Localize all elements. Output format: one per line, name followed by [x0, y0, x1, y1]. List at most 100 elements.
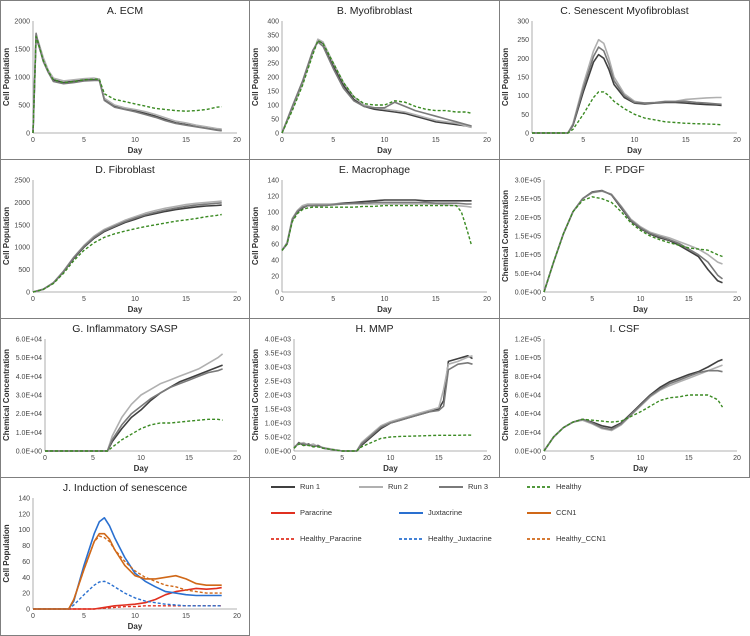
x-tick-label: 10: [387, 455, 395, 462]
legend-label: Healthy: [556, 482, 582, 491]
x-tick-label: 20: [233, 296, 241, 303]
chart-title: I. CSF: [610, 323, 640, 335]
y-tick-label: 350: [267, 33, 279, 40]
y-tick-label: 300: [517, 19, 529, 26]
y-tick-label: 1.0E+05: [515, 355, 541, 362]
x-tick-label: 0: [292, 455, 296, 462]
chart-panel-i: I. CSF 0 5 10 15 20 0.0E+00 2.0E+04 4.0E+04 6.0E+…: [499, 318, 750, 478]
x-tick-label: 5: [331, 137, 335, 144]
x-tick-label: 10: [637, 455, 645, 462]
legend-item-healthy: Healthy: [526, 482, 581, 491]
x-axis-label: Day: [128, 622, 143, 631]
x-tick-label: 20: [733, 137, 741, 144]
y-tick-label: 150: [267, 89, 279, 96]
series-line-run-2: [532, 38, 722, 134]
chart-panel-f: F. PDGF 0 5 10 15 20 0.0E+00 5.0E+04 1.0E+05 1.5E…: [499, 159, 750, 319]
chart-panel-a: A. ECM 0 5 10 15 20 0 500 1000 1500 2000 Day Cell Po…: [0, 0, 250, 160]
x-tick-label: 10: [637, 296, 645, 303]
legend-item-run-1: Run 1: [270, 482, 320, 491]
chart-title: E. Macrophage: [339, 164, 410, 176]
y-tick-label: 4.0E+03: [265, 337, 291, 344]
series-line-run-2: [45, 353, 224, 452]
y-tick-label: 250: [517, 37, 529, 44]
chart-svg-h: H. MMP 0 5 10 15 20 0.0E+00 5.0E+02 1.0E+03 1.5E+…: [251, 323, 491, 473]
y-tick-label: 300: [267, 47, 279, 54]
y-tick-label: 3.0E+04: [16, 393, 42, 400]
series-line-run-3: [45, 368, 223, 452]
y-tick-label: 0: [525, 131, 529, 138]
x-tick-label: 5: [91, 455, 95, 462]
y-tick-label: 2.5E+03: [265, 379, 291, 386]
y-tick-label: 60: [271, 242, 279, 249]
x-tick-label: 15: [182, 137, 190, 144]
series-line-healthy-juxtacrine: [33, 580, 222, 610]
chart-svg-j: J. Induction of senescence 0 5 10 15 20 0 20 40 6…: [2, 482, 241, 631]
chart-title: B. Myofibroblast: [337, 5, 412, 17]
legend-item-healthy-juxtacrine: Healthy_Juxtacrine: [398, 534, 492, 543]
x-tick-label: 20: [483, 296, 491, 303]
x-tick-label: 0: [542, 455, 546, 462]
x-tick-label: 15: [182, 296, 190, 303]
y-axis-label: Cell Population: [501, 48, 510, 106]
y-tick-label: 3.0E+05: [515, 178, 541, 185]
chart-panel-h: H. MMP 0 5 10 15 20 0.0E+00 5.0E+02 1.0E+03 1.5E+…: [249, 318, 500, 478]
y-axis-label: Chemical Concentration: [251, 349, 260, 441]
x-tick-label: 0: [280, 137, 284, 144]
series-line-run-3: [281, 201, 472, 251]
y-tick-label: 6.0E+04: [16, 337, 42, 344]
y-axis-label: Chemical Concentration: [2, 349, 11, 441]
legend-swatch: [527, 537, 551, 540]
y-tick-label: 0: [275, 131, 279, 138]
y-tick-label: 2.0E+05: [515, 215, 541, 222]
y-tick-label: 200: [517, 56, 529, 63]
series-line-run-3: [281, 41, 472, 134]
x-tick-label: 10: [137, 455, 145, 462]
chart-panel-e: E. Macrophage 0 5 10 15 20 0 20 40 60 80 100 120 140 D…: [249, 159, 500, 319]
x-axis-label: Day: [383, 464, 398, 473]
y-tick-label: 1.2E+05: [515, 337, 541, 344]
x-tick-label: 5: [581, 137, 585, 144]
legend-swatch: [271, 511, 295, 514]
legend-label: Juxtacrine: [428, 508, 463, 517]
chart-title: C. Senescent Myofibroblast: [560, 5, 688, 17]
chart-title: F. PDGF: [604, 164, 644, 176]
x-tick-label: 20: [733, 296, 741, 303]
chart-panel-g: G. Inflammatory SASP 0 5 10 15 20 0.0E+00 1.0E+…: [0, 318, 250, 478]
y-tick-label: 500: [18, 267, 30, 274]
y-tick-label: 1000: [14, 245, 30, 252]
y-tick-label: 2.5E+05: [515, 196, 541, 203]
series-line-healthy: [281, 39, 472, 134]
legend-swatch: [527, 511, 551, 514]
y-tick-label: 100: [18, 527, 30, 534]
legend-swatch: [271, 537, 295, 540]
series-line-run-2: [293, 355, 473, 452]
x-tick-label: 5: [82, 137, 86, 144]
legend-swatch: [399, 537, 423, 540]
x-axis-label: Day: [377, 305, 392, 314]
series-line-run-1: [293, 354, 473, 452]
x-tick-label: 5: [82, 613, 86, 620]
y-tick-label: 4.0E+04: [515, 411, 541, 418]
series-line-run-2: [543, 364, 723, 452]
y-tick-label: 140: [18, 496, 30, 503]
x-tick-label: 15: [185, 455, 193, 462]
legend-item-run-2: Run 2: [358, 482, 408, 491]
x-tick-label: 10: [381, 137, 389, 144]
series-line-ccn1: [33, 532, 222, 610]
legend-swatch: [359, 485, 383, 488]
y-tick-label: 100: [267, 210, 279, 217]
y-tick-label: 40: [22, 575, 30, 582]
x-tick-label: 20: [483, 137, 491, 144]
x-axis-label: Day: [633, 305, 648, 314]
y-tick-label: 1.0E+03: [265, 421, 291, 428]
y-tick-label: 2000: [14, 19, 30, 26]
chart-svg-d: D. Fibroblast 0 5 10 15 20 0 500 1000 1500 2000 250…: [2, 164, 241, 314]
y-tick-label: 20: [22, 591, 30, 598]
y-tick-label: 1.0E+04: [16, 430, 42, 437]
series-line-healthy: [45, 418, 223, 452]
y-tick-label: 0.0E+00: [515, 290, 541, 297]
y-axis-label: Chemical Concentration: [501, 349, 510, 441]
y-tick-label: 120: [18, 511, 30, 518]
y-tick-label: 2.0E+04: [515, 430, 541, 437]
y-tick-label: 2.0E+04: [16, 411, 42, 418]
